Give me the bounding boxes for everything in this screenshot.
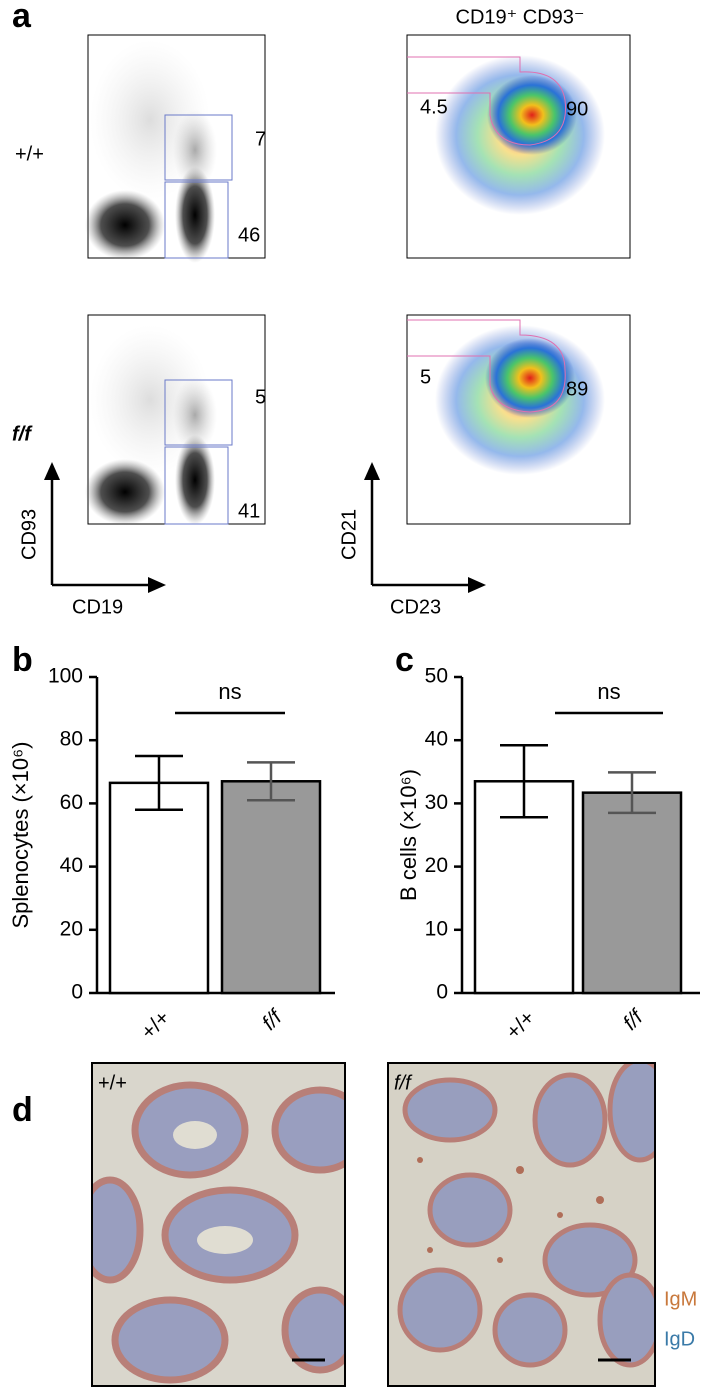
y-tick-label: 10 <box>425 917 448 940</box>
y-tick-label: 40 <box>60 854 83 877</box>
x-tick-label: +/+ <box>502 1006 540 1044</box>
axis-label: CD19 <box>72 596 123 618</box>
x-tick-label: +/+ <box>137 1006 175 1044</box>
stain-label: IgD <box>664 1328 695 1350</box>
gate-value: 7 <box>255 128 266 150</box>
axis-label: CD23 <box>390 596 441 618</box>
flow-plot <box>406 34 631 259</box>
significance-label: ns <box>218 679 241 704</box>
gate-value: 5 <box>420 366 431 388</box>
genotype-label: +/+ <box>15 143 44 165</box>
y-tick-label: 0 <box>436 981 448 1004</box>
y-tick-label: 20 <box>425 854 448 877</box>
error-bar <box>135 754 183 811</box>
panel-label: b <box>12 641 33 679</box>
gate-value: 5 <box>255 386 266 408</box>
flow-plot <box>85 314 266 525</box>
axis-arrows <box>44 462 486 593</box>
gate-value: 46 <box>238 224 260 246</box>
flow-plot <box>85 34 266 263</box>
gate-value: 41 <box>238 500 260 522</box>
significance-label: ns <box>597 679 620 704</box>
flow-plot <box>406 314 631 525</box>
image-frame <box>91 1062 346 1387</box>
genotype-label: f/f <box>12 423 33 445</box>
axis-label: CD93 <box>18 509 40 560</box>
panel-label: d <box>12 1091 33 1129</box>
bar <box>108 781 210 995</box>
y-tick-label: 20 <box>60 917 83 940</box>
error-bar <box>500 744 548 819</box>
y-tick-label: 0 <box>71 981 83 1004</box>
image-frame <box>387 1062 656 1387</box>
panel-label: a <box>12 0 32 35</box>
y-tick-label: 100 <box>48 665 83 688</box>
histology-image <box>388 1063 655 1386</box>
image-label: +/+ <box>98 1072 127 1094</box>
y-tick-label: 60 <box>60 791 83 814</box>
gate-value: 4.5 <box>420 96 448 118</box>
gate-value: 90 <box>566 98 588 120</box>
bar <box>581 791 683 995</box>
bar <box>220 780 322 995</box>
stain-label: IgM <box>664 1288 697 1310</box>
y-axis-label: Splenocytes (×10⁶) <box>8 742 33 929</box>
flow-header: CD19⁺ CD93⁻ <box>456 6 585 28</box>
gate-value: 89 <box>566 378 588 400</box>
y-tick-label: 30 <box>425 791 448 814</box>
x-tick-label: f/f <box>619 1005 649 1035</box>
y-tick-label: 50 <box>425 665 448 688</box>
error-bar <box>247 761 295 802</box>
y-tick-label: 80 <box>60 728 83 751</box>
error-bar <box>608 771 656 815</box>
panel-label: c <box>395 641 414 679</box>
x-tick-label: f/f <box>258 1005 288 1035</box>
axis-label: CD21 <box>338 509 360 560</box>
image-label: f/f <box>394 1072 413 1094</box>
y-tick-label: 40 <box>425 728 448 751</box>
histology-image <box>92 1063 345 1386</box>
y-axis-label: B cells (×10⁶) <box>396 769 421 901</box>
